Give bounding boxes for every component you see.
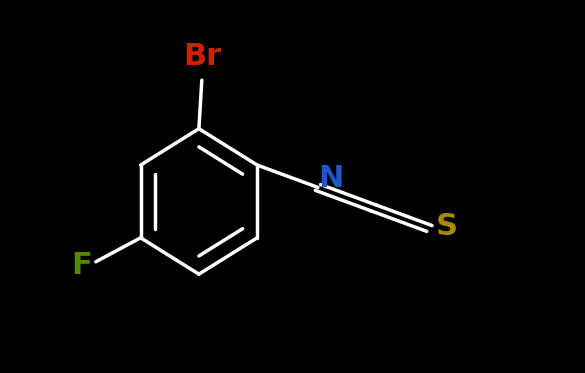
Text: S: S — [436, 212, 458, 241]
Text: N: N — [318, 164, 343, 192]
Text: F: F — [71, 251, 92, 280]
Text: Br: Br — [183, 42, 221, 71]
